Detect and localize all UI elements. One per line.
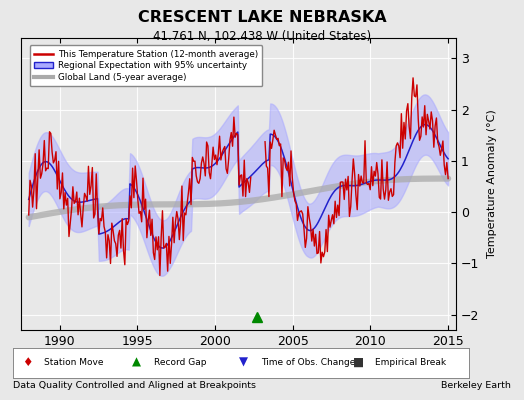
Y-axis label: Temperature Anomaly (°C): Temperature Anomaly (°C) bbox=[487, 110, 497, 258]
Text: Station Move: Station Move bbox=[44, 358, 104, 367]
Text: Empirical Break: Empirical Break bbox=[375, 358, 446, 367]
Text: Data Quality Controlled and Aligned at Breakpoints: Data Quality Controlled and Aligned at B… bbox=[13, 381, 256, 390]
Text: ♦: ♦ bbox=[22, 356, 32, 369]
Legend: This Temperature Station (12-month average), Regional Expectation with 95% uncer: This Temperature Station (12-month avera… bbox=[30, 45, 263, 86]
Text: ■: ■ bbox=[353, 356, 364, 369]
Text: CRESCENT LAKE NEBRASKA: CRESCENT LAKE NEBRASKA bbox=[138, 10, 386, 25]
Text: 41.761 N, 102.438 W (United States): 41.761 N, 102.438 W (United States) bbox=[153, 30, 371, 43]
Text: ▲: ▲ bbox=[132, 356, 140, 369]
Text: Record Gap: Record Gap bbox=[154, 358, 206, 367]
Text: Berkeley Earth: Berkeley Earth bbox=[441, 381, 511, 390]
Text: ▼: ▼ bbox=[239, 356, 248, 369]
Text: Time of Obs. Change: Time of Obs. Change bbox=[260, 358, 355, 367]
